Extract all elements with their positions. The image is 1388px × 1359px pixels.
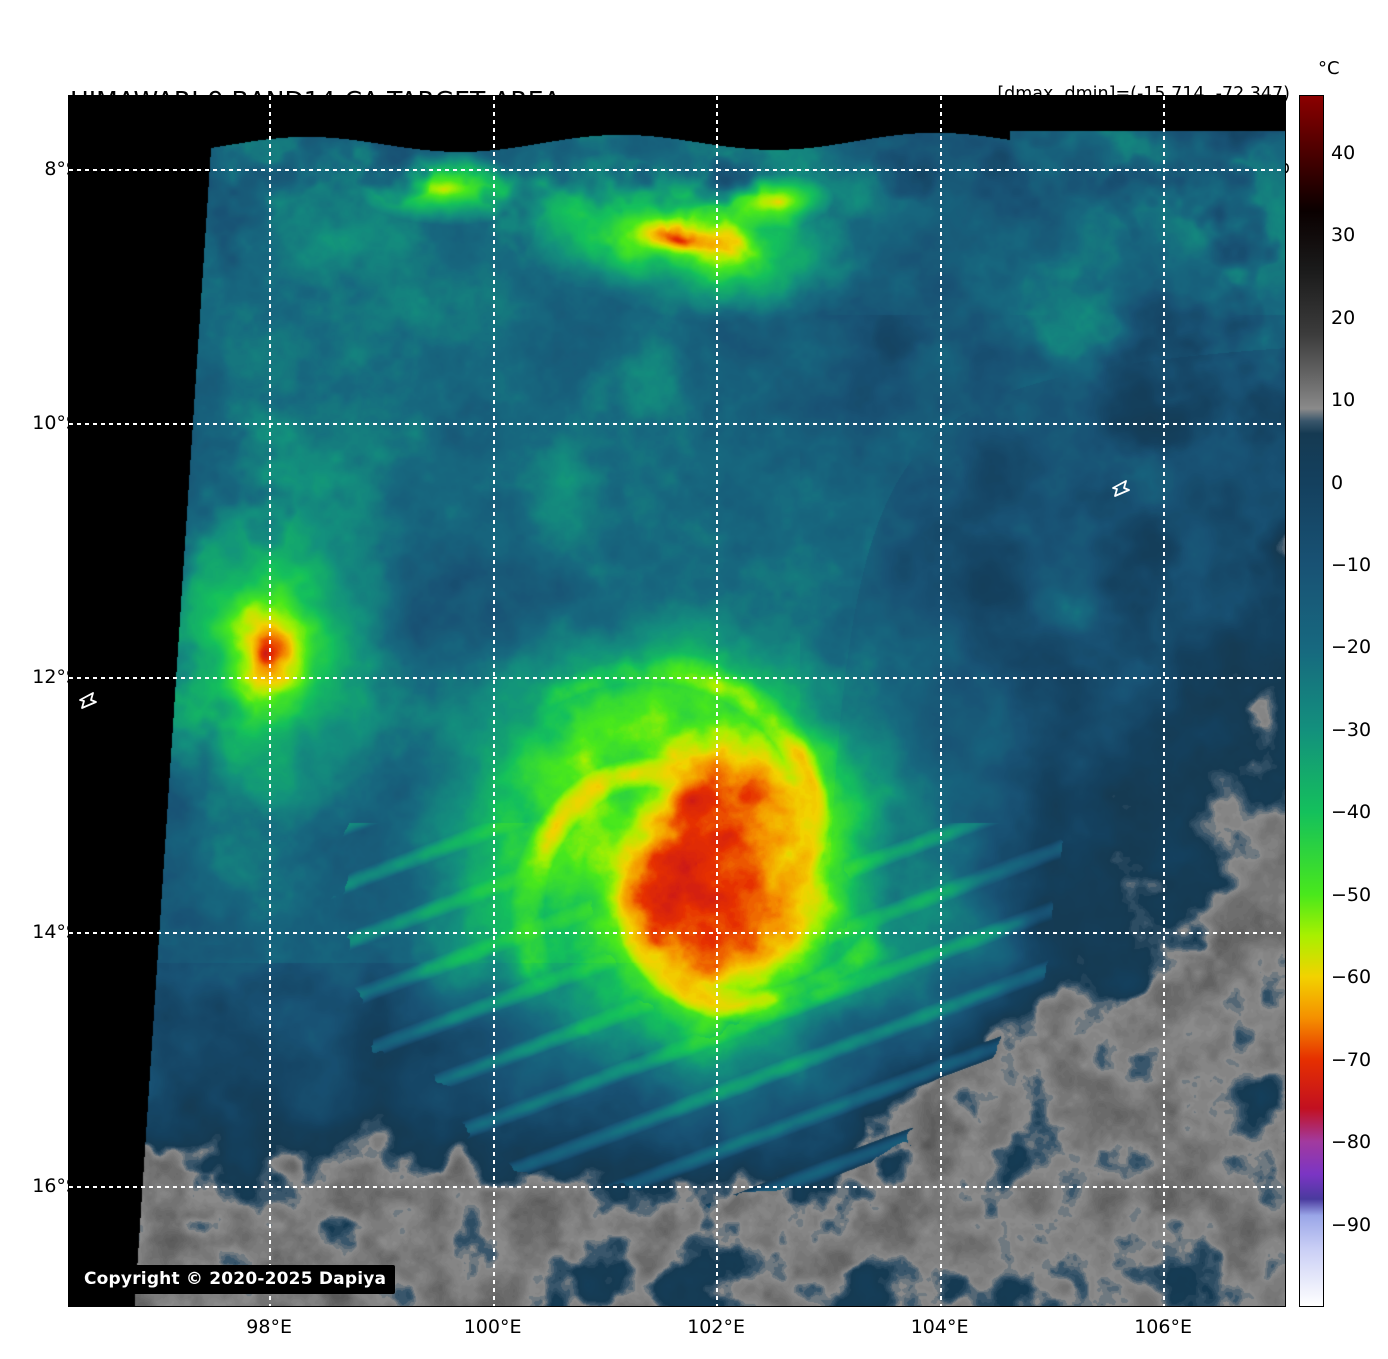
lat-tick-12s: 12°S bbox=[32, 666, 78, 689]
copyright-watermark: Copyright © 2020-2025 Dapiya bbox=[75, 1265, 396, 1294]
colorbar-tick-30: 30 bbox=[1331, 224, 1356, 247]
lon-tick-106e: 106°E bbox=[1134, 1316, 1192, 1338]
colorbar-tick-minus20: −20 bbox=[1331, 636, 1372, 659]
colorbar-tick-minus80: −80 bbox=[1331, 1131, 1372, 1154]
lon-tick-104e: 104°E bbox=[910, 1316, 969, 1338]
colorbar-tick-minus70: −70 bbox=[1331, 1048, 1372, 1071]
satellite-imagery-canvas bbox=[69, 96, 1285, 1306]
lon-tick-102e: 102°E bbox=[687, 1316, 745, 1338]
lat-tick-10s: 10°S bbox=[32, 412, 78, 435]
lat-tick-16s: 16°S bbox=[32, 1175, 78, 1198]
colorbar-tick-minus30: −30 bbox=[1331, 718, 1372, 741]
lon-tick-98e: 98°E bbox=[246, 1316, 292, 1338]
colorbar-tick-minus50: −50 bbox=[1331, 883, 1372, 906]
colorbar-tick-minus60: −60 bbox=[1331, 966, 1372, 989]
lat-tick-8s: 8°S bbox=[44, 157, 78, 180]
colorbar-tick-10: 10 bbox=[1331, 389, 1356, 412]
colorbar-gradient bbox=[1300, 96, 1323, 1306]
colorbar-tick-minus10: −10 bbox=[1331, 553, 1372, 576]
colorbar-unit-label: °C bbox=[1318, 58, 1340, 79]
colorbar-tick-20: 20 bbox=[1331, 306, 1356, 329]
colorbar-tick-40: 40 bbox=[1331, 141, 1356, 164]
colorbar-tick-minus40: −40 bbox=[1331, 801, 1372, 824]
colorbar-tick-minus90: −90 bbox=[1331, 1213, 1372, 1236]
satellite-image-plot[interactable]: Copyright © 2020-2025 Dapiya bbox=[68, 95, 1286, 1307]
temperature-colorbar[interactable] bbox=[1299, 95, 1324, 1307]
colorbar-tick-0: 0 bbox=[1331, 471, 1344, 494]
lon-tick-100e: 100°E bbox=[463, 1316, 522, 1338]
lat-tick-14s: 14°S bbox=[32, 920, 78, 943]
